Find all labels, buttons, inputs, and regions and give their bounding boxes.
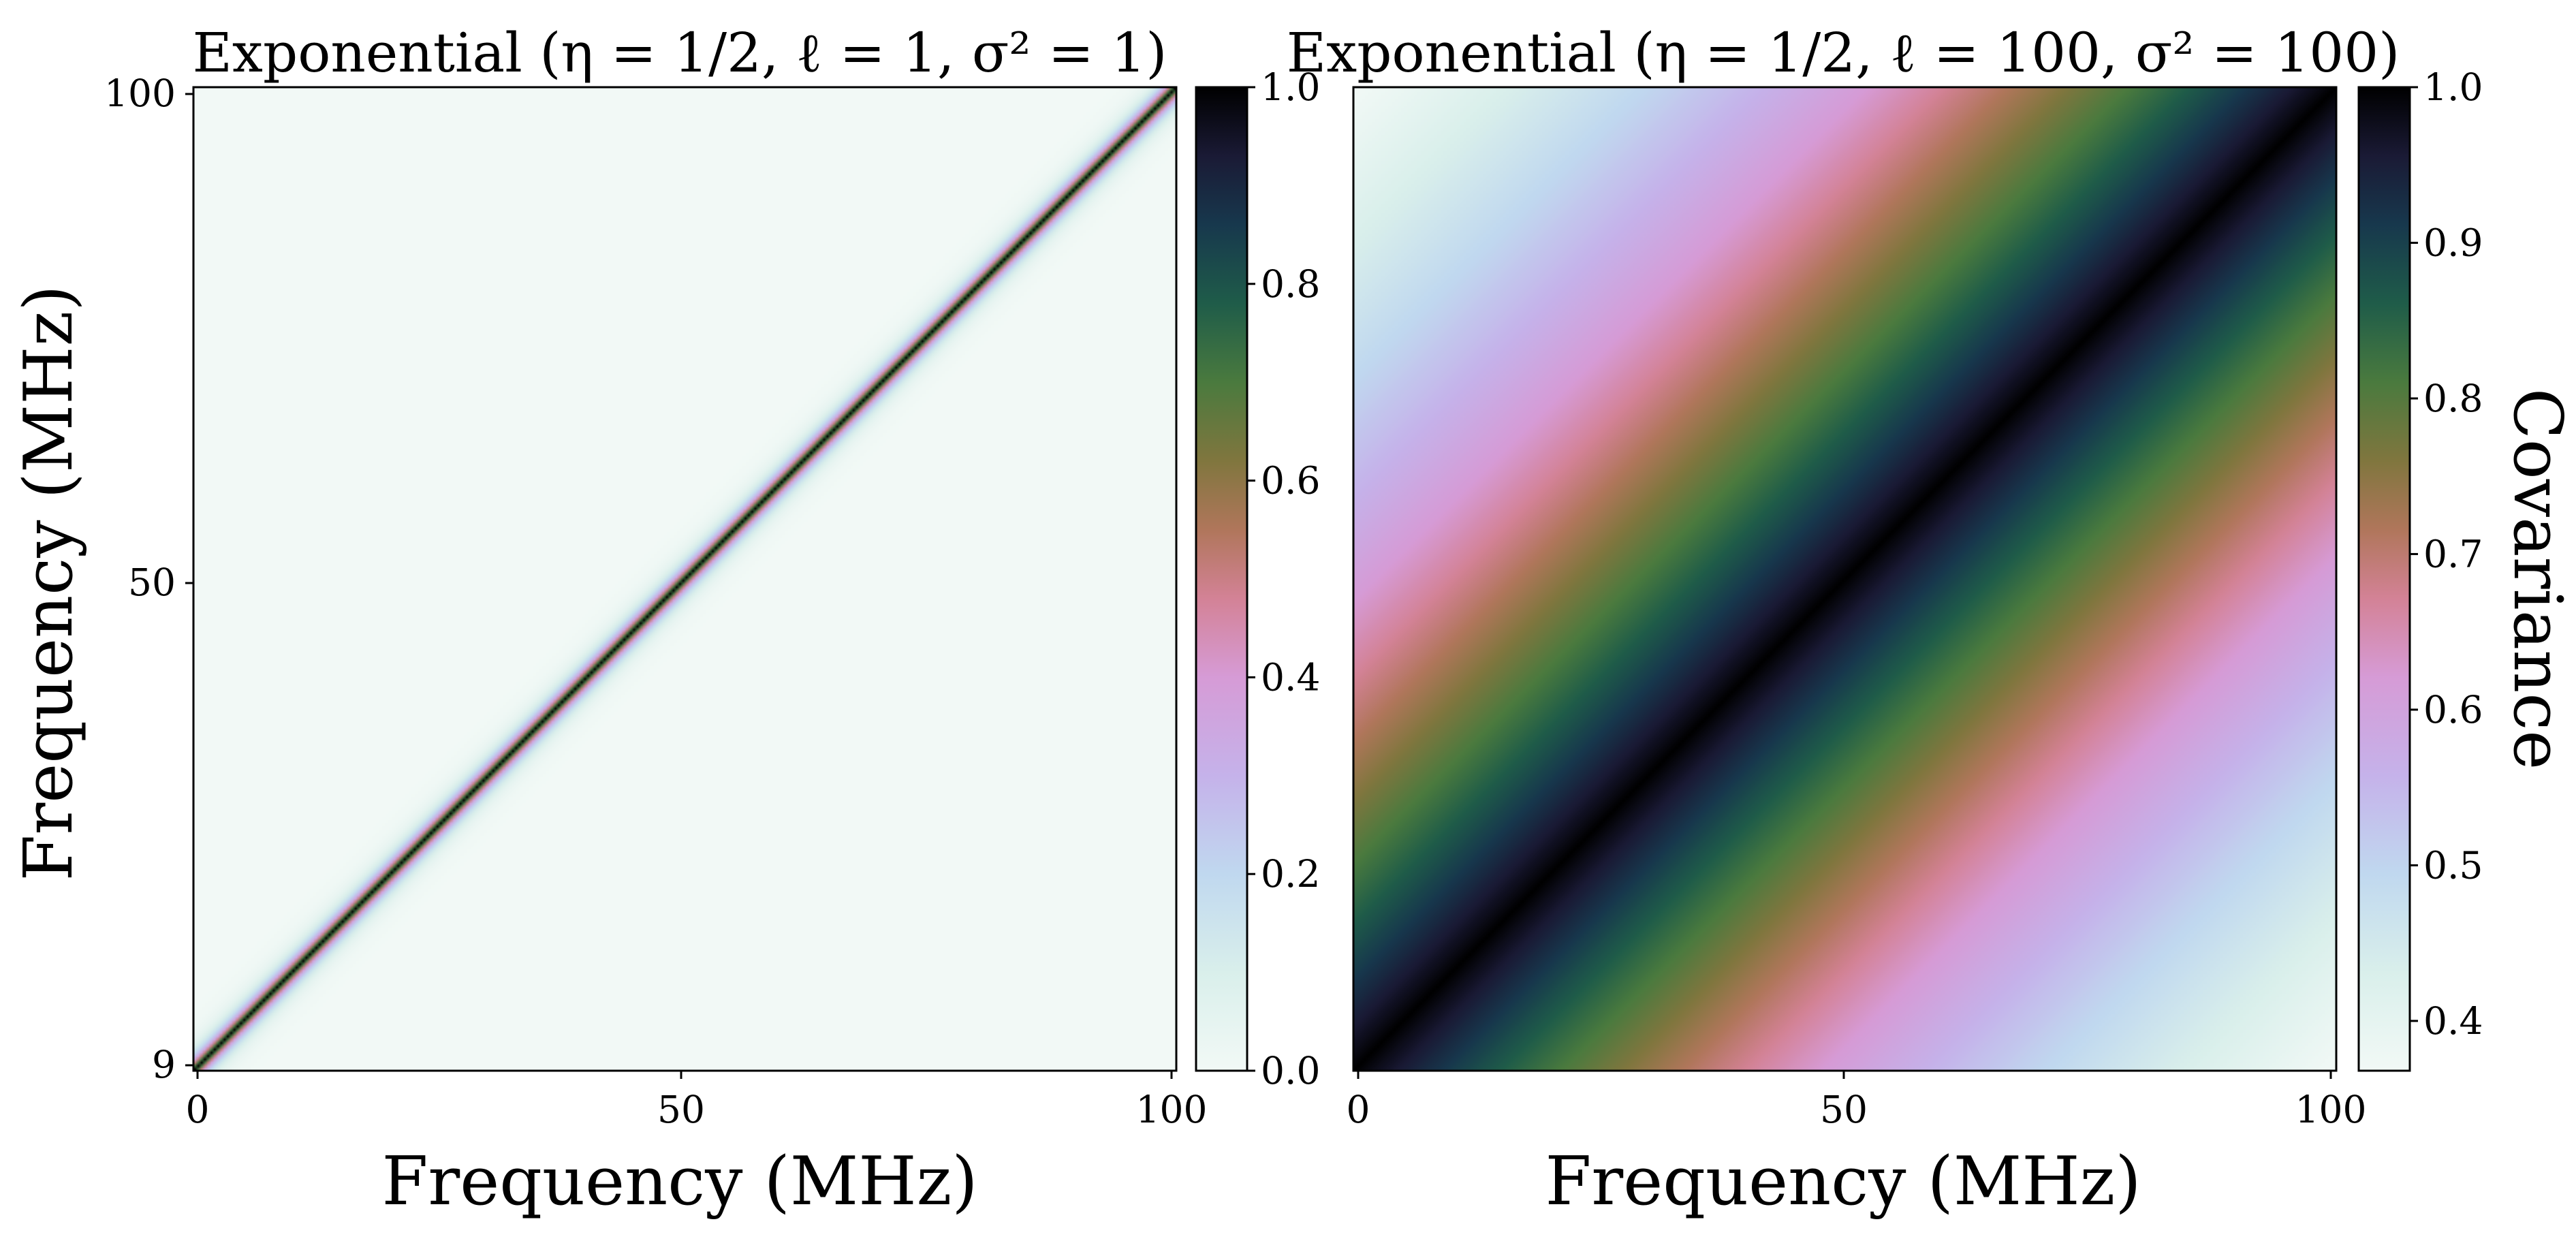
panel-left-ytick-label: 9	[152, 1043, 176, 1086]
colorbar-tick-label: 0.7	[2423, 532, 2483, 576]
panel-left-ylabel: Frequency (MHz)	[10, 285, 88, 881]
panel-right-xtick-label: 50	[1820, 1088, 1868, 1131]
colorbar-tick-label: 0.8	[1261, 262, 1320, 306]
panel-right-title: Exponential (η = 1/2, ℓ = 100, σ² = 100)	[1287, 21, 2400, 84]
panel-right: Exponential (η = 1/2, ℓ = 100, σ² = 100)…	[1287, 21, 2576, 1221]
colorbar-tick-label: 0.4	[1261, 655, 1320, 699]
panel-right-xlabel: Frequency (MHz)	[1545, 1143, 2141, 1221]
colorbar-tick-label: 0.0	[1261, 1049, 1320, 1093]
panel-left-title: Exponential (η = 1/2, ℓ = 1, σ² = 1)	[192, 21, 1167, 84]
panel-right-xtick-label: 100	[2295, 1088, 2367, 1131]
panel-left-xtick-label: 100	[1136, 1088, 1208, 1131]
colorbar-tick-label: 0.8	[2423, 377, 2483, 420]
colorbar-tick-label: 0.5	[2423, 843, 2483, 887]
panel-left-colorbar	[1196, 87, 1247, 1071]
panel-left-heatmap	[193, 87, 1176, 1071]
colorbar-tick-label: 0.9	[2423, 221, 2483, 264]
panel-right-colorbar	[2359, 87, 2410, 1071]
panel-left-xlabel: Frequency (MHz)	[381, 1143, 977, 1221]
colorbar-tick-label: 0.4	[2423, 999, 2483, 1043]
panel-left-ytick-label: 100	[104, 72, 176, 115]
panel-left-colorbar-ticks: 0.0 0.2 0.4 0.6 0.8 1.0	[1247, 65, 1320, 1093]
colorbar-tick-label: 0.2	[1261, 852, 1320, 896]
colorbar-tick-label: 1.0	[1261, 65, 1320, 109]
panel-left-xtick-label: 0	[186, 1088, 210, 1131]
panel-left-colorbar-frame	[1195, 86, 1248, 1072]
panel-left-frame	[192, 86, 1178, 1072]
panel-left-ytick-label: 50	[128, 561, 176, 604]
colorbar-tick-label: 0.6	[1261, 459, 1320, 503]
panel-right-colorbar-ticks: 0.4 0.5 0.6 0.7 0.8 0.9 1.0	[2410, 65, 2483, 1043]
panel-right-heatmap	[1353, 87, 2336, 1071]
panel-left: Exponential (η = 1/2, ℓ = 1, σ² = 1) 100…	[10, 21, 1320, 1221]
panel-right-xtick-label: 0	[1347, 1088, 1370, 1131]
panel-right-colorbar-frame	[2357, 86, 2411, 1072]
colorbar-tick-label: 0.6	[2423, 688, 2483, 732]
colorbar-tick-label: 1.0	[2423, 65, 2483, 109]
panel-left-xtick-label: 50	[657, 1088, 705, 1131]
panel-right-colorbar-label: Covariance	[2498, 388, 2576, 770]
